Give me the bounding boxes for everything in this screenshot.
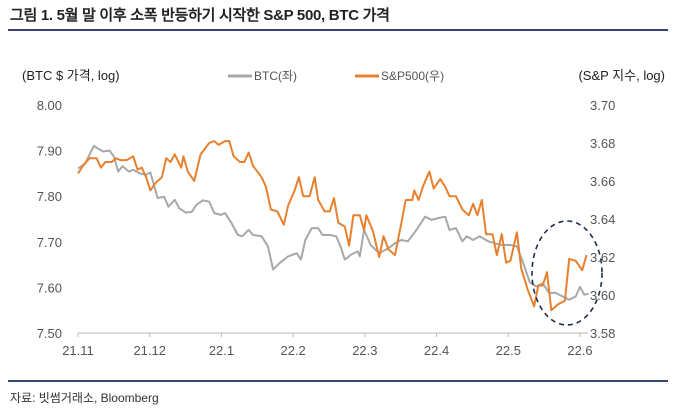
x-tick-label: 22.4: [424, 343, 449, 358]
sp500-line: [77, 140, 588, 312]
left-tick-label: 7.90: [37, 144, 62, 159]
left-tick-label: 7.60: [37, 280, 62, 295]
right-tick-label: 3.58: [590, 326, 615, 341]
source-note: 자료: 빗썸거래소, Bloomberg: [10, 391, 159, 405]
right-tick-label: 3.62: [590, 250, 615, 265]
x-tick-label: 22.6: [567, 343, 592, 358]
legend-label-sp500: S&P500(우): [381, 69, 444, 83]
right-tick-label: 3.64: [590, 212, 615, 227]
figure-title: 그림 1. 5월 말 이후 소폭 반등하기 시작한 S&P 500, BTC 가…: [10, 7, 390, 24]
x-tick-label: 21.11: [62, 343, 94, 358]
highlight-ellipse: [531, 220, 603, 326]
source-rule: [8, 380, 668, 382]
x-tick-label: 21.12: [133, 343, 166, 358]
left-tick-label: 7.80: [37, 189, 62, 204]
right-tick-label: 3.66: [590, 174, 615, 189]
left-axis-label: (BTC $ 가격, log): [22, 68, 120, 83]
x-tick-label: 22.3: [352, 343, 377, 358]
legend-label-btc: BTC(좌): [254, 69, 297, 83]
right-axis-label: (S&P 지수, log): [578, 68, 665, 83]
x-tick-label: 22.5: [496, 343, 521, 358]
btc-line: [77, 145, 589, 301]
right-tick-label: 3.60: [590, 288, 615, 303]
right-tick-label: 3.68: [590, 136, 615, 151]
left-tick-label: 8.00: [37, 98, 62, 113]
x-tick-label: 22.2: [280, 343, 305, 358]
left-tick-label: 7.70: [37, 235, 62, 250]
chart: (BTC $ 가격, log) (S&P 지수, log) BTC(좌) S&P…: [22, 68, 665, 358]
left-tick-label: 7.50: [37, 326, 62, 341]
x-tick-label: 22.1: [209, 343, 234, 358]
right-tick-label: 3.70: [590, 98, 615, 113]
title-rule: [8, 29, 668, 31]
